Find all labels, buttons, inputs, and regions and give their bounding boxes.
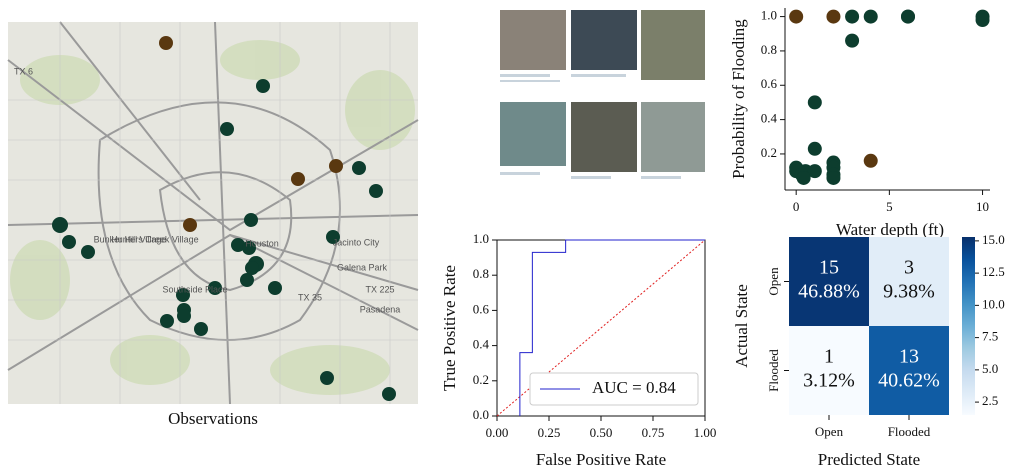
x-axis-label: Water depth (ft) <box>836 220 944 239</box>
x-tick-label: Open <box>815 424 844 439</box>
point <box>826 10 840 24</box>
y-tick-label: 0.0 <box>473 407 489 422</box>
point <box>789 10 803 24</box>
map-caption: Observations <box>168 409 258 428</box>
colorbar <box>962 237 975 415</box>
y-tick-label: 0.2 <box>761 145 777 160</box>
y-tick-label: 0.8 <box>473 266 489 281</box>
point <box>864 154 878 168</box>
cell-count: 3 <box>904 257 914 279</box>
map-label: Galena Park <box>337 262 388 272</box>
map-label: Hunters Creek Village <box>111 234 198 244</box>
point <box>864 10 878 24</box>
cell-count: 15 <box>819 257 839 279</box>
point <box>976 13 990 27</box>
x-tick-label: 0.75 <box>642 425 665 440</box>
colorbar-tick-label: 5.0 <box>982 361 998 376</box>
x-tick-label: 1.00 <box>694 425 717 440</box>
x-axis-label: False Positive Rate <box>536 450 666 469</box>
y-tick-label: 0.2 <box>473 372 489 387</box>
colorbar-tick-label: 10.0 <box>982 296 1005 311</box>
y-tick-label: 0.4 <box>473 337 490 352</box>
x-tick-label: 10 <box>976 199 989 214</box>
cell-percent: 46.88% <box>798 281 860 303</box>
map-label: Southside Place <box>162 284 227 294</box>
cell-count: 13 <box>899 346 919 368</box>
point <box>797 171 811 185</box>
photo-grid <box>500 10 705 179</box>
y-axis-label: Probability of Flooding <box>729 19 748 179</box>
point <box>845 34 859 48</box>
x-tick-label: 0 <box>793 199 800 214</box>
y-axis-label: Actual State <box>732 284 751 368</box>
point <box>808 142 822 156</box>
x-tick-label: 0.25 <box>538 425 561 440</box>
colorbar-tick-label: 15.0 <box>982 232 1005 247</box>
y-tick-label: 0.6 <box>761 76 778 91</box>
point <box>826 171 840 185</box>
y-axis-label: True Positive Rate <box>440 265 459 391</box>
y-tick-label: 0.4 <box>761 111 778 126</box>
y-tick-label: 1.0 <box>761 8 777 23</box>
x-tick-label: 0.00 <box>486 425 509 440</box>
point <box>808 95 822 109</box>
y-tick-label: 0.8 <box>761 42 777 57</box>
y-tick-label: 1.0 <box>473 231 489 246</box>
y-tick-label: Flooded <box>766 349 781 392</box>
colorbar-tick-label: 7.5 <box>982 329 998 344</box>
y-tick-label: 0.6 <box>473 301 490 316</box>
map-label: Houston <box>245 238 279 248</box>
map-label: TX 35 <box>298 292 322 302</box>
cell-percent: 9.38% <box>883 281 935 303</box>
x-tick-label: Flooded <box>888 424 931 439</box>
cell-percent: 40.62% <box>878 370 940 392</box>
map-label: TX 225 <box>365 284 394 294</box>
map-label: TX 6 <box>14 66 33 76</box>
colorbar-tick-label: 12.5 <box>982 264 1005 279</box>
point <box>845 10 859 24</box>
map-label: Pasadena <box>360 304 401 314</box>
colorbar-tick-label: 2.5 <box>982 393 998 408</box>
point <box>901 10 915 24</box>
x-axis-label: Predicted State <box>818 450 920 469</box>
x-tick-label: 0.50 <box>590 425 613 440</box>
cell-count: 1 <box>824 346 834 368</box>
x-tick-label: 5 <box>886 199 893 214</box>
cell-percent: 3.12% <box>803 370 855 392</box>
y-tick-label: Open <box>766 267 781 296</box>
map-label: Jacinto City <box>333 237 380 247</box>
legend-label: AUC = 0.84 <box>592 378 676 397</box>
figure: Bunker Hill VillageHunters Creek Village… <box>0 0 1011 472</box>
